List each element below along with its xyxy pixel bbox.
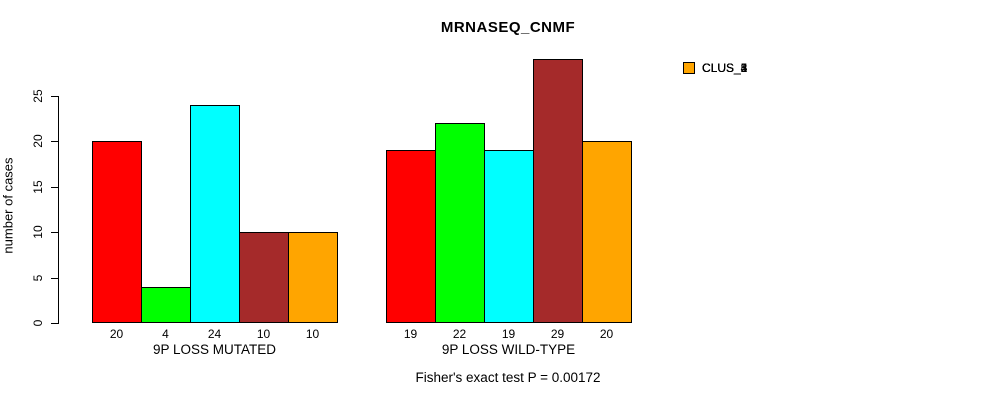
bar-clus_1-group2: [386, 150, 436, 323]
bar-clus_1-group1: [92, 141, 142, 323]
bar-value-label: 10: [256, 327, 271, 341]
y-axis-tick: [51, 187, 58, 188]
bar-value-label: 24: [207, 327, 222, 341]
y-axis-tick: [51, 323, 58, 324]
bar-clus_4-group2: [533, 59, 583, 323]
bar-clus_3-group1: [190, 105, 240, 323]
legend-label: CLUS_5: [702, 61, 748, 75]
bar-clus_5-group2: [582, 141, 632, 323]
bar-value-label: 10: [305, 327, 320, 341]
y-axis-label: number of cases: [0, 157, 16, 254]
y-axis-tick-label: 10: [31, 225, 45, 239]
legend-swatch: [683, 62, 695, 74]
bar-clus_4-group1: [239, 232, 289, 323]
bar-value-label: 29: [550, 327, 565, 341]
bar-value-label: 19: [403, 327, 418, 341]
bar-clus_2-group1: [141, 287, 191, 323]
y-axis-tick: [51, 278, 58, 279]
y-axis-tick: [51, 141, 58, 142]
bar-value-label: 19: [501, 327, 516, 341]
bar-value-label: 4: [162, 327, 169, 341]
y-axis-tick-label: 15: [31, 180, 45, 194]
x-group-label: 9P LOSS MUTATED: [152, 342, 277, 357]
legend-label: CLUS_1: [702, 61, 748, 75]
fisher-test-annotation: Fisher's exact test P = 0.00172: [415, 370, 601, 385]
y-axis-line: [58, 96, 59, 324]
x-group-label: 9P LOSS WILD-TYPE: [441, 342, 576, 357]
y-axis-tick-label: 20: [31, 134, 45, 148]
bar-clus_3-group2: [484, 150, 534, 323]
bar-value-label: 20: [109, 327, 124, 341]
y-axis-tick-label: 5: [31, 274, 45, 282]
legend-item: CLUS_5: [683, 62, 747, 74]
y-axis-tick-label: 25: [31, 89, 45, 103]
bar-value-label: 20: [599, 327, 614, 341]
chart-title: MRNASEQ_CNMF: [440, 19, 576, 36]
bar-clus_5-group1: [288, 232, 338, 323]
legend-label: CLUS_4: [702, 61, 748, 75]
bar-value-label: 22: [452, 327, 467, 341]
legend-label: CLUS_2: [702, 61, 748, 75]
y-axis-tick: [51, 96, 58, 97]
y-axis-tick-label: 0: [31, 319, 45, 327]
legend-label: CLUS_3: [702, 61, 748, 75]
bar-clus_2-group2: [435, 123, 485, 323]
y-axis-tick: [51, 232, 58, 233]
